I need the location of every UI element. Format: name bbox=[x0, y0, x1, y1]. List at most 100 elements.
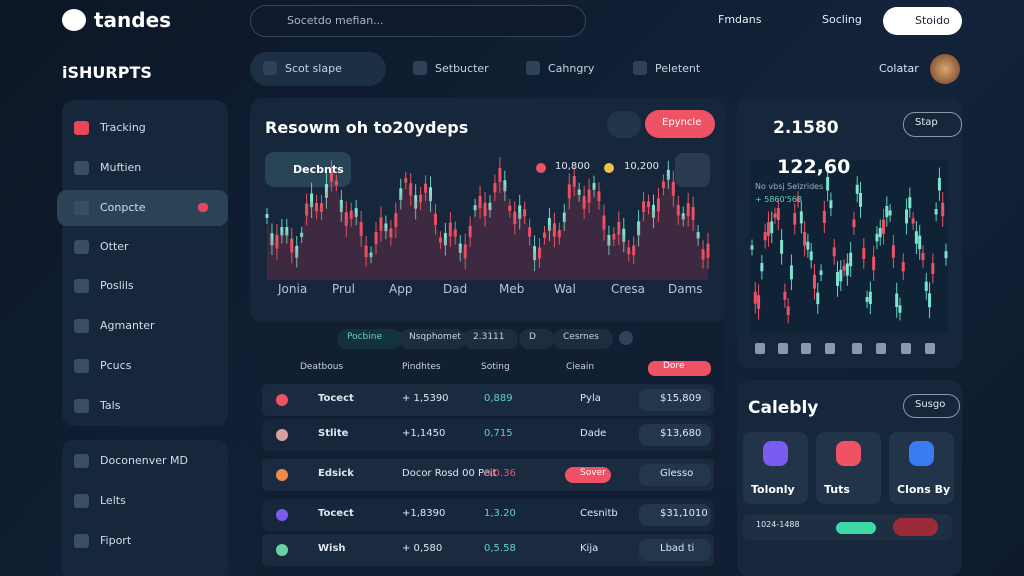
sidebar-item: Tracking bbox=[100, 121, 146, 134]
sidebar-icon bbox=[74, 399, 89, 413]
row-value-chip[interactable] bbox=[639, 389, 711, 411]
decorative-candle bbox=[786, 306, 790, 315]
decorative-candle bbox=[686, 203, 690, 217]
tab-icon[interactable] bbox=[263, 61, 277, 75]
decorative-candle bbox=[766, 222, 770, 237]
tab-icon[interactable] bbox=[526, 61, 540, 75]
tab-icon[interactable] bbox=[633, 61, 647, 75]
decorative-candle bbox=[642, 201, 646, 212]
tab-icon[interactable] bbox=[413, 61, 427, 75]
row-value-chip[interactable] bbox=[639, 464, 711, 486]
decorative-candle bbox=[374, 231, 378, 245]
column-header: Deatbous bbox=[300, 362, 344, 372]
table-row bbox=[262, 384, 714, 416]
row-value-chip[interactable] bbox=[639, 539, 711, 561]
category-card-label: Clons By bbox=[897, 483, 951, 496]
decorative-candle bbox=[443, 233, 447, 246]
header-button[interactable] bbox=[883, 7, 962, 35]
filter-chip[interactable] bbox=[553, 329, 613, 349]
column-button[interactable] bbox=[648, 361, 711, 376]
main-chart-panel bbox=[250, 98, 725, 322]
filter: D bbox=[529, 332, 536, 342]
decorative-candle bbox=[364, 245, 368, 258]
primary-button[interactable] bbox=[645, 110, 715, 138]
sidebar-item: Muftien bbox=[100, 161, 142, 174]
sidebar-icon bbox=[74, 319, 89, 333]
ticker-sub: + 5860'563 bbox=[755, 195, 803, 204]
decorative-candle bbox=[354, 208, 358, 217]
legend-dot bbox=[536, 163, 546, 173]
sidebar-item: Doconenver MD bbox=[100, 454, 188, 467]
decorative-candle bbox=[324, 183, 328, 198]
decorative-candle bbox=[329, 169, 333, 182]
decorative-candle bbox=[582, 196, 586, 209]
table-row bbox=[262, 534, 714, 566]
toolbar-icon[interactable] bbox=[825, 343, 835, 354]
category-icon bbox=[909, 441, 934, 466]
filter-icon[interactable] bbox=[619, 331, 633, 345]
decorative-candle bbox=[839, 269, 843, 282]
table-row bbox=[262, 419, 714, 451]
filter: Pocbine bbox=[347, 332, 383, 342]
tab: Setbucter bbox=[435, 62, 489, 75]
decorative-candle bbox=[310, 193, 314, 208]
row-name: Wish bbox=[318, 543, 346, 554]
row-icon bbox=[276, 509, 288, 521]
decorative-candle bbox=[557, 230, 561, 238]
chart-icon-button[interactable] bbox=[675, 153, 710, 187]
row-status: Sover bbox=[580, 468, 606, 478]
decorative-candle bbox=[508, 205, 512, 211]
x-label: Meb bbox=[499, 282, 525, 296]
decorative-candle bbox=[533, 246, 537, 261]
decorative-candle bbox=[597, 191, 601, 202]
decorative-candle bbox=[806, 241, 810, 250]
decorative-candle bbox=[842, 265, 846, 271]
category-button[interactable] bbox=[903, 394, 960, 418]
decorative-candle bbox=[882, 219, 886, 234]
toolbar-icon[interactable] bbox=[925, 343, 935, 354]
ticker-button[interactable] bbox=[903, 112, 962, 137]
decorative-candle bbox=[822, 210, 826, 224]
decorative-candle bbox=[518, 205, 522, 219]
toolbar-icon[interactable] bbox=[901, 343, 911, 354]
decorative-candle bbox=[819, 270, 823, 276]
decorative-candle bbox=[577, 189, 581, 196]
column-header: Soting bbox=[481, 362, 510, 372]
decorative-candle bbox=[404, 178, 408, 183]
row-button[interactable] bbox=[565, 467, 611, 483]
sidebar-item: Lelts bbox=[100, 494, 126, 507]
decorative-candle bbox=[750, 245, 754, 250]
filter-chip[interactable] bbox=[519, 329, 554, 349]
decorative-candle bbox=[552, 223, 556, 237]
decorative-candle bbox=[334, 180, 338, 186]
decorative-candle bbox=[295, 245, 299, 258]
filter-chip[interactable] bbox=[399, 329, 466, 349]
search-box[interactable] bbox=[250, 5, 586, 37]
decorative-candle bbox=[538, 247, 542, 259]
toolbar-icon[interactable] bbox=[852, 343, 862, 354]
toolbar-icon[interactable] bbox=[755, 343, 765, 354]
row-icon bbox=[276, 469, 288, 481]
toolbar-icon[interactable] bbox=[876, 343, 886, 354]
filter: Nsqphomet bbox=[409, 332, 461, 342]
x-label: Jonia bbox=[278, 282, 308, 296]
row-change: 0,715 bbox=[484, 428, 513, 439]
menu-button[interactable] bbox=[607, 111, 641, 138]
decorative-candle bbox=[275, 234, 279, 249]
decorative-candle bbox=[349, 210, 353, 219]
footer-badge bbox=[893, 518, 938, 536]
toolbar-icon[interactable] bbox=[778, 343, 788, 354]
filter-chip[interactable] bbox=[337, 329, 402, 349]
toolbar-icon[interactable] bbox=[801, 343, 811, 354]
decorative-candle bbox=[448, 222, 452, 237]
decorative-candle bbox=[632, 245, 636, 256]
decorative-candle bbox=[793, 213, 797, 225]
category-icon bbox=[763, 441, 788, 466]
pill-label: Decbnts bbox=[293, 163, 344, 176]
ticker-sub: No vbsj Selzrides bbox=[755, 182, 824, 191]
avatar bbox=[930, 54, 960, 84]
row-value-chip[interactable] bbox=[639, 504, 711, 526]
filter-chip[interactable] bbox=[463, 329, 518, 349]
decorative-candle bbox=[592, 183, 596, 190]
row-value-chip[interactable] bbox=[639, 424, 711, 446]
